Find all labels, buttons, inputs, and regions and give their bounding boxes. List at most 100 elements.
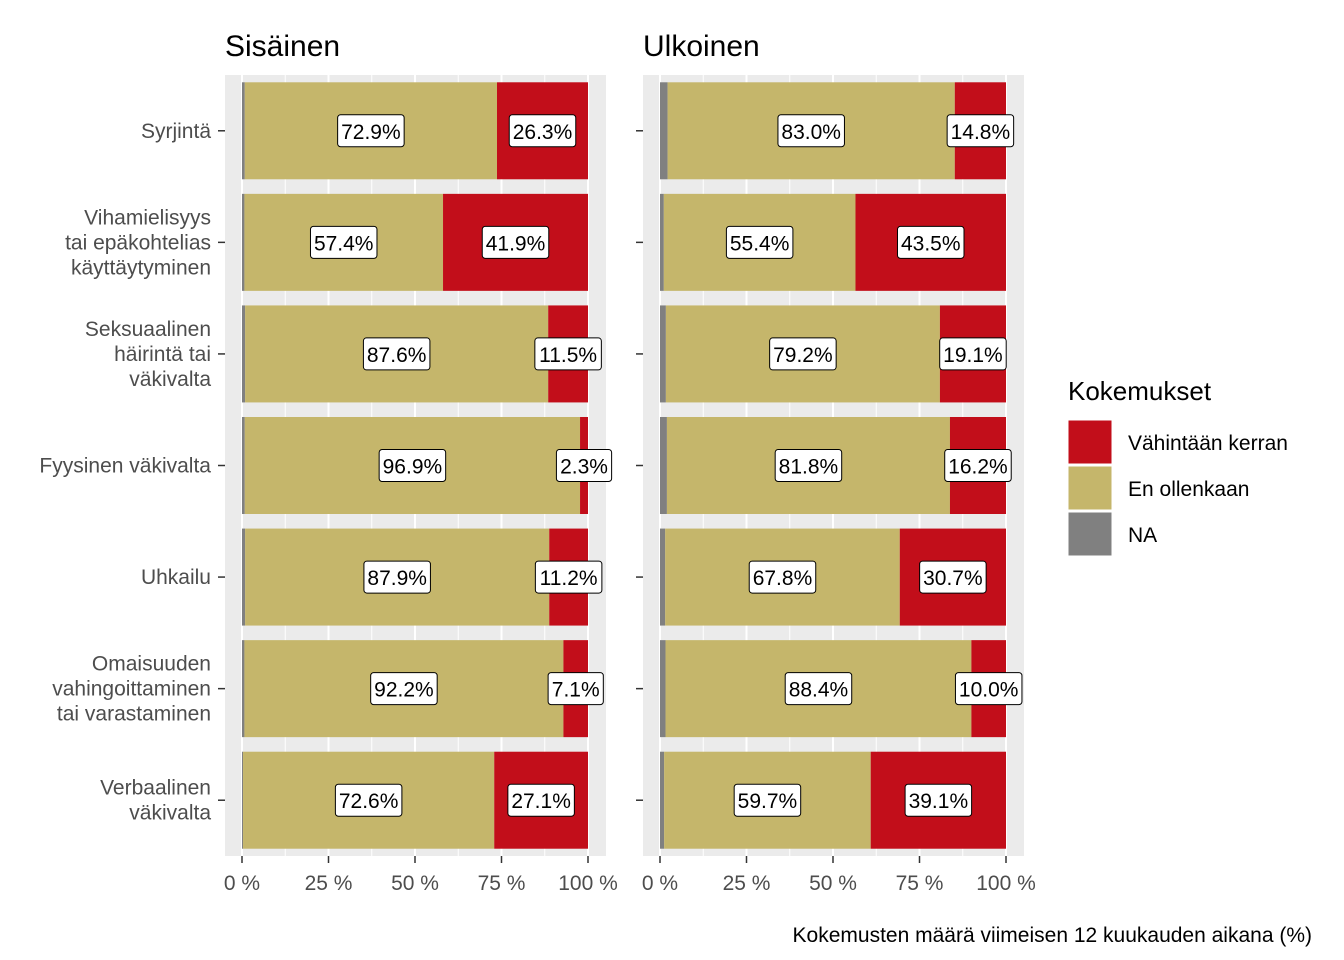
data-label-box [337,114,405,148]
x-tick-label: 25 % [305,872,353,895]
data-label-never: 88.4% [784,672,853,706]
na-bar [660,751,665,849]
legend-label: Vähintään kerran [1128,432,1288,455]
data-label-box [939,337,1007,371]
data-label-text: 87.6% [367,344,427,367]
legend-label: NA [1128,524,1157,547]
data-label-never: 87.9% [363,560,431,594]
data-label-never: 92.2% [370,672,438,706]
x-tick-label: 0 % [224,872,260,895]
data-label-never: 59.7% [733,783,802,817]
data-label-never: 81.8% [774,449,843,482]
data-label-once: 10.0% [954,672,1023,706]
data-label-once: 16.2% [944,449,1012,482]
data-label-text: 79.2% [773,344,833,367]
data-label-text: 43.5% [901,232,961,255]
data-label-box [534,337,602,371]
data-label-text: 72.6% [339,790,399,813]
data-label-text: 88.4% [789,679,849,702]
legend-swatch [1067,511,1113,557]
x-tick-label: 75 % [478,872,526,895]
panel-title: Ulkoinen [643,30,760,63]
na-bar [242,82,245,180]
data-label-once: 30.7% [919,560,987,594]
data-label-box [507,783,575,817]
data-label-text: 87.9% [367,567,427,590]
data-label-text: 11.5% [539,344,597,367]
data-label-box [784,672,853,706]
na-bar [660,82,668,180]
data-label-text: 2.3% [560,456,608,479]
data-label-box [534,560,603,594]
data-label-box [944,449,1012,482]
data-label-once: 19.1% [939,337,1007,371]
category-label: Verbaalinen [100,777,211,800]
data-label-box [954,672,1023,706]
data-label-box [777,114,845,148]
data-label-box [334,783,403,817]
data-label-never: 83.0% [777,114,845,148]
category-label: vahingoittaminen [52,678,211,701]
na-bar [242,417,245,514]
na-bar [660,640,666,738]
data-label-once: 39.1% [904,783,973,817]
category-label: käyttäytyminen [71,256,211,279]
category-label: tai varastaminen [57,703,211,726]
data-label-box [919,560,987,594]
x-tick-label: 100 % [558,872,618,895]
category-label: tai epäkohtelias [65,231,211,254]
data-label-text: 81.8% [779,456,839,479]
data-label-once: 11.5% [534,337,602,371]
data-label-box [725,225,794,259]
data-label-box [309,225,378,259]
data-label-once: 27.1% [507,783,575,817]
data-label-box [555,449,613,482]
na-bar [242,528,246,626]
category-label: Syrjintä [141,120,211,143]
category-label: Uhkailu [141,566,211,589]
panel-title: Sisäinen [225,30,340,63]
data-label-text: 19.1% [943,344,1003,367]
data-label-text: 96.9% [383,456,443,479]
data-label-box [904,783,973,817]
category-label: Seksuaalinen [85,318,211,341]
na-bar [660,305,666,403]
legend-swatch [1067,419,1113,465]
data-label-never: 67.8% [748,560,817,594]
data-label-text: 41.9% [486,232,546,255]
panel-2: Ulkoinen 83.0% 14.8% 55.4% 43.5% 79.2% 19.1% 81… [636,30,1036,895]
data-label-text: 11.2% [540,567,598,590]
x-tick-label: 25 % [723,872,771,895]
data-label-box [896,225,965,259]
na-bar [242,305,246,403]
data-label-never: 55.4% [725,225,794,259]
category-label: Omaisuuden [92,653,211,676]
data-label-text: 26.3% [513,121,573,144]
data-label-box [733,783,802,817]
data-label-text: 10.0% [959,679,1019,702]
data-label-text: 30.7% [923,567,983,590]
data-label-box [508,114,577,148]
na-bar [660,193,664,291]
data-label-text: 67.8% [753,567,813,590]
data-label-once: 11.2% [534,560,603,594]
category-label: väkivalta [129,802,211,825]
data-label-box [378,449,447,482]
x-tick-label: 50 % [391,872,439,895]
data-label-text: 83.0% [781,121,841,144]
data-label-never: 72.9% [337,114,405,148]
data-label-box [547,672,604,706]
data-label-text: 7.1% [552,679,600,702]
data-label-box [774,449,843,482]
na-bar [660,417,667,514]
legend-swatch [1067,465,1113,511]
x-tick-label: 100 % [976,872,1036,895]
x-tick-label: 75 % [896,872,944,895]
data-label-never: 79.2% [769,337,837,371]
data-label-text: 16.2% [948,456,1008,479]
na-bar [660,528,666,626]
x-tick-label: 50 % [809,872,857,895]
data-label-text: 72.9% [341,121,401,144]
data-label-text: 92.2% [374,679,434,702]
